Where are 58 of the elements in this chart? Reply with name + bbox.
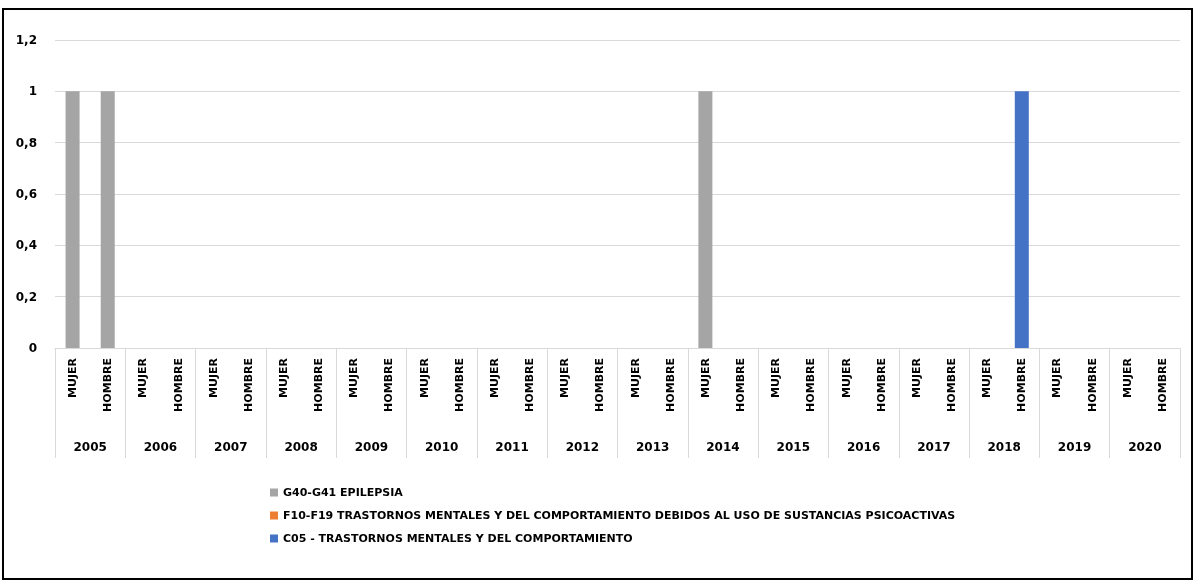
- text: 2005: [73, 440, 107, 454]
- x-tick-label: MUJER: [347, 357, 361, 398]
- x-tick-label: HOMBRE: [734, 358, 748, 412]
- text: 2012: [565, 440, 600, 454]
- x-tick-label: MUJER: [839, 357, 853, 398]
- text: 2011: [495, 440, 529, 454]
- x-tick-label: MUJER: [487, 357, 501, 398]
- x-tick-label: HOMBRE: [101, 358, 115, 412]
- x-tick-label: HOMBRE: [312, 358, 326, 412]
- x-tick-label: HOMBRE: [523, 358, 537, 412]
- x-tick-label: HOMBRE: [663, 358, 677, 412]
- x-tick-label: MUJER: [980, 357, 994, 398]
- text: 2019: [1057, 440, 1092, 454]
- y-tick-label: 1: [28, 84, 37, 99]
- y-tick-label: 0,2: [15, 289, 37, 304]
- text: 2013: [635, 440, 670, 454]
- x-tick-label: MUJER: [698, 357, 712, 398]
- legend-label: C05 - TRASTORNOS MENTALES Y DEL COMPORTAMIENTO: [283, 532, 633, 545]
- y-tick-label: 1,2: [15, 33, 37, 47]
- y-tick-label: 0,8: [15, 135, 37, 150]
- x-tick-label: HOMBRE: [382, 358, 396, 412]
- legend-label: F10-F19 TRASTORNOS MENTALES Y DEL COMPORTAMIENTO DEBIDOS AL USO DE SUSTANCIAS PSICOACTIVAS: [283, 509, 956, 522]
- x-tick-label: HOMBRE: [874, 358, 888, 412]
- legend-label: G40-G41 EPILEPSIA: [283, 486, 404, 499]
- text: 2017: [917, 440, 951, 454]
- x-tick-label: HOMBRE: [1015, 358, 1029, 412]
- x-tick-label: MUJER: [277, 357, 291, 398]
- x-tick-label: HOMBRE: [804, 358, 818, 412]
- x-tick-label: HOMBRE: [1155, 358, 1169, 412]
- x-tick-label: MUJER: [66, 357, 80, 398]
- text: 2016: [846, 440, 881, 454]
- y-tick-label: 0,4: [15, 238, 37, 253]
- x-tick-label: HOMBRE: [944, 358, 958, 412]
- text: 2015: [776, 440, 810, 454]
- y-tick-label: 0: [28, 341, 37, 355]
- text: 2009: [354, 440, 389, 454]
- x-tick-label: HOMBRE: [593, 358, 607, 412]
- text: 2008: [284, 440, 318, 454]
- x-tick-label: HOMBRE: [452, 358, 466, 412]
- text: 2014: [706, 440, 740, 454]
- x-tick-label: MUJER: [558, 357, 572, 398]
- x-tick-label: MUJER: [1120, 357, 1134, 398]
- x-tick-label: HOMBRE: [1085, 358, 1099, 412]
- text: 2020: [1128, 440, 1162, 454]
- y-tick-label: 0,6: [15, 187, 37, 201]
- text: 2010: [425, 440, 459, 454]
- text: 2007: [214, 440, 248, 454]
- text: 2018: [987, 440, 1021, 454]
- x-tick-label: MUJER: [909, 357, 923, 398]
- x-tick-label: MUJER: [417, 357, 431, 398]
- x-tick-label: MUJER: [136, 357, 150, 398]
- x-tick-label: HOMBRE: [171, 358, 185, 412]
- x-tick-label: MUJER: [628, 357, 642, 398]
- x-tick-label: HOMBRE: [241, 358, 255, 412]
- x-tick-label: MUJER: [206, 357, 220, 398]
- x-tick-label: MUJER: [1050, 357, 1064, 398]
- x-tick-label: MUJER: [769, 357, 783, 398]
- text: 2006: [143, 440, 178, 454]
